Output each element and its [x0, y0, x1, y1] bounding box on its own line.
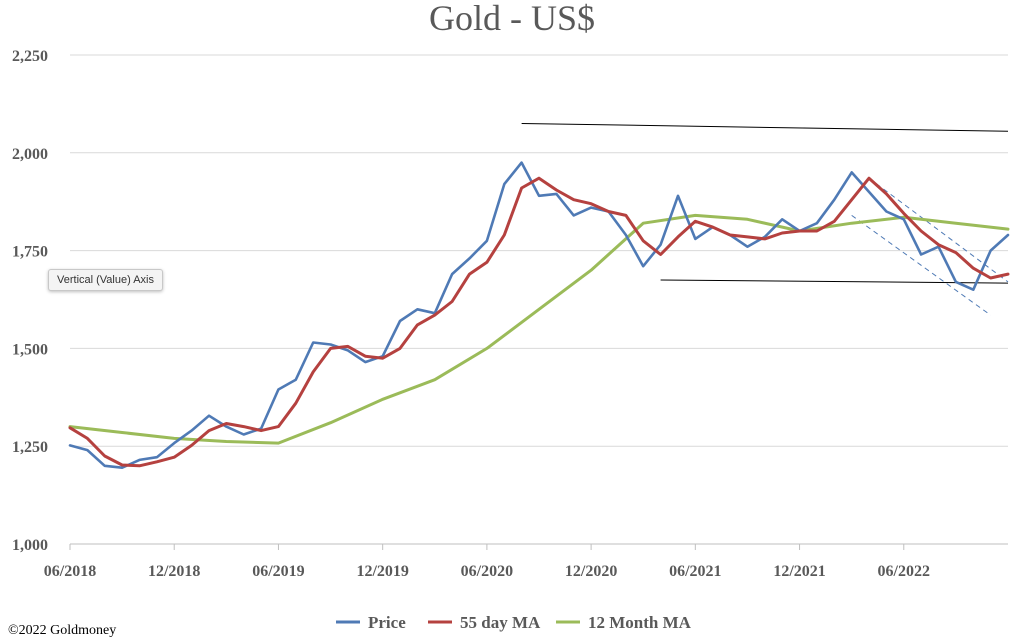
legend-label: 55 day MA — [460, 613, 541, 632]
resistance-trendline — [521, 122, 1009, 132]
legend: Price 55 day MA 12 Month MA — [336, 613, 692, 632]
support-trendline — [660, 279, 1009, 284]
y-tick-label: 2,250 — [12, 48, 48, 65]
series-line-55-day-ma — [68, 176, 1010, 468]
x-tick-label: 06/2021 — [669, 563, 721, 580]
y-axis-ticks: 1,000 1,250 1,500 1,750 2,000 2,250 — [12, 48, 48, 554]
y-tick-label: 1,750 — [12, 244, 48, 261]
y-tick-label: 1,250 — [12, 439, 48, 456]
legend-label: Price — [368, 613, 406, 632]
x-tick-label: 12/2020 — [565, 563, 617, 580]
legend-label: 12 Month MA — [588, 613, 692, 632]
x-tick-label: 06/2022 — [878, 563, 930, 580]
trendlines — [521, 122, 1009, 316]
chart-title: Gold - US$ — [429, 0, 595, 38]
series-lines — [68, 161, 1010, 469]
gridlines — [70, 54, 1008, 447]
y-tick-label: 1,000 — [12, 537, 48, 554]
copyright-text: ©2022 Goldmoney — [8, 623, 116, 638]
x-tick-label: 12/2021 — [773, 563, 825, 580]
series-line-price — [68, 161, 1010, 469]
x-tick-label: 12/2018 — [148, 563, 200, 580]
x-axis: 06/2018 12/2018 06/2019 12/2019 06/2020 12/20… — [44, 543, 1008, 580]
x-tick-label: 06/2018 — [44, 563, 96, 580]
channel-lower — [851, 214, 991, 316]
channel-upper — [868, 177, 1009, 283]
y-tick-label: 2,000 — [12, 146, 48, 163]
series-line-12-month-ma — [68, 213, 1010, 445]
x-tick-label: 06/2020 — [461, 563, 513, 580]
axis-tooltip: Vertical (Value) Axis — [48, 269, 164, 291]
x-tick-label: 12/2019 — [356, 563, 408, 580]
x-tick-label: 06/2019 — [252, 563, 304, 580]
y-tick-label: 1,500 — [12, 341, 48, 358]
